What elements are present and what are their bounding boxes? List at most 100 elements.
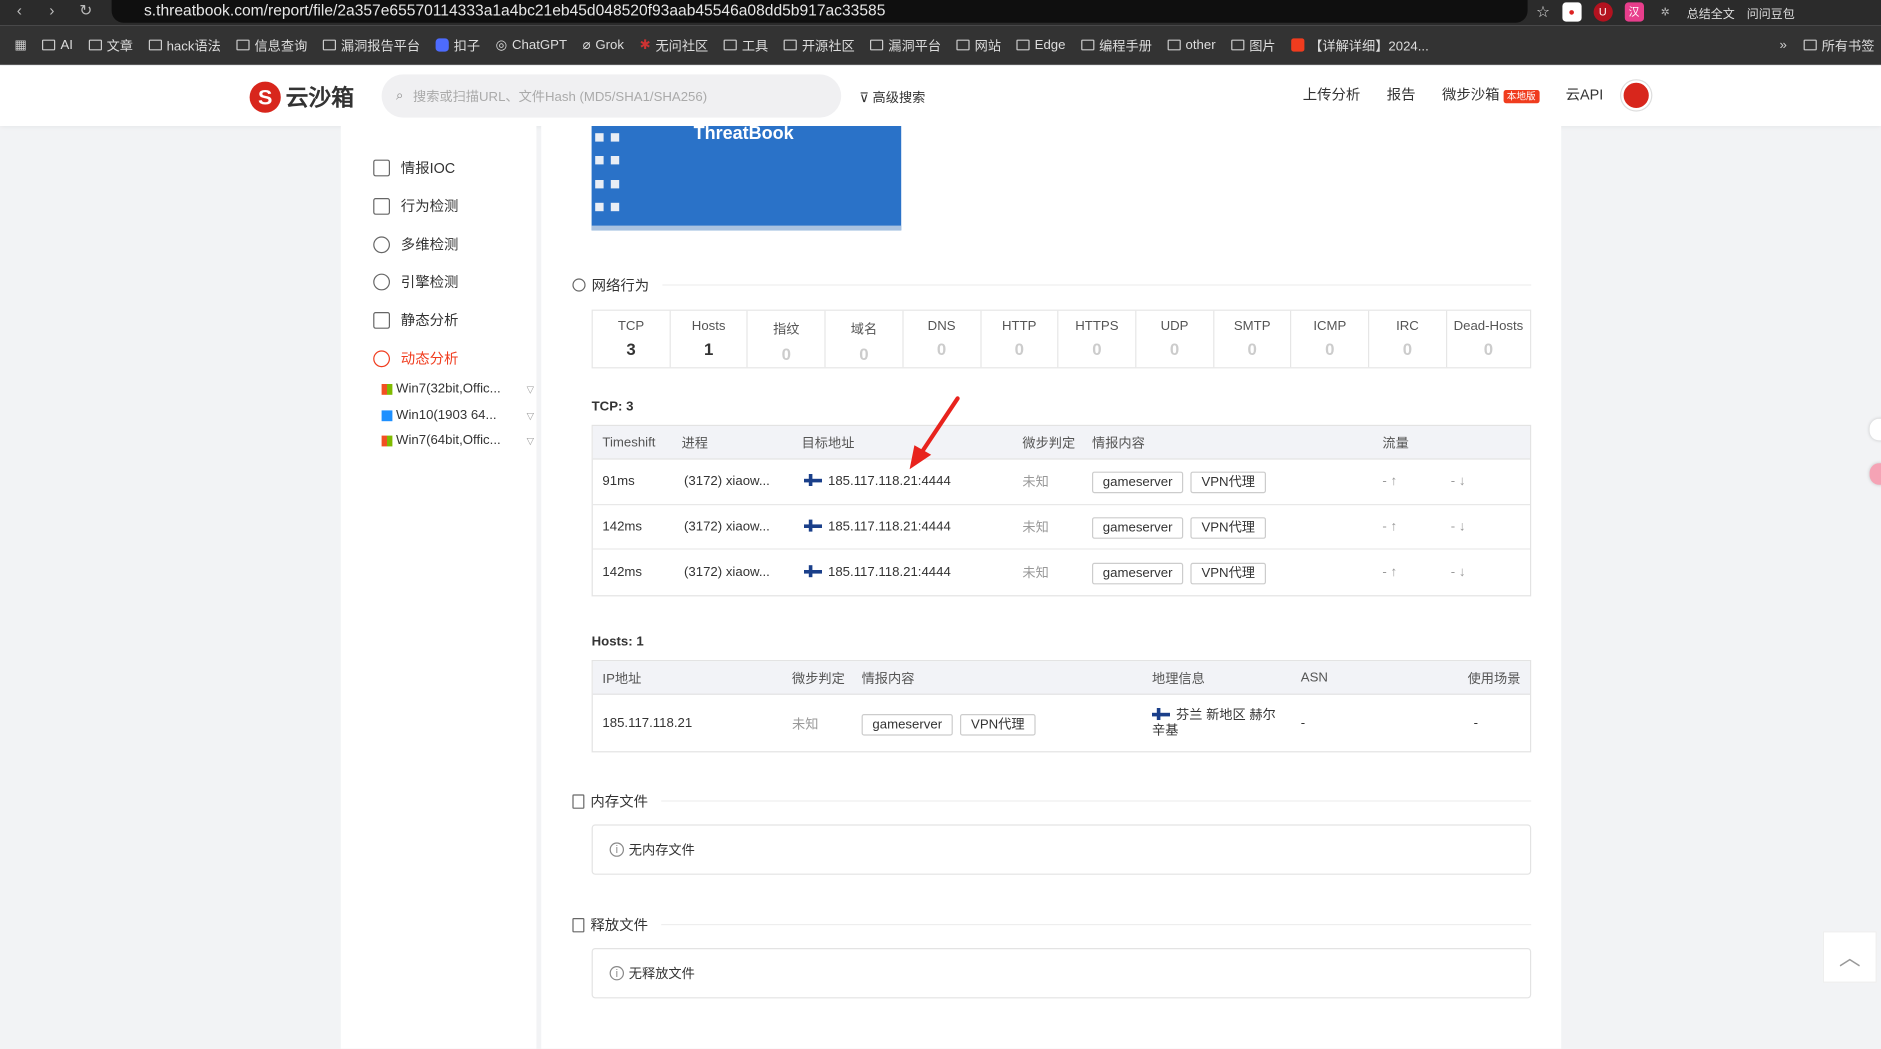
nav-report[interactable]: 报告 xyxy=(1386,86,1416,104)
text: Timeshift xyxy=(602,435,656,450)
dest-address[interactable]: 185.117.118.21:4444 xyxy=(804,519,951,534)
floating-assistant-button[interactable] xyxy=(1869,463,1881,485)
search-input[interactable]: ⌕ 搜索或扫描URL、文件Hash (MD5/SHA1/SHA256) xyxy=(381,74,842,118)
stat-hosts[interactable]: Hosts 1 xyxy=(670,310,749,368)
bookmark-star-icon[interactable]: ☆ xyxy=(1536,2,1550,21)
tag: gameserver xyxy=(1092,562,1184,585)
sandbox-screenshot[interactable]: ThreatBook xyxy=(591,124,902,231)
bookmark[interactable]: 网站 xyxy=(956,35,1001,54)
red-arrow-annotation xyxy=(909,396,960,470)
stat-http[interactable]: HTTP 0 xyxy=(981,310,1059,368)
stat-tcp[interactable]: TCP 3 xyxy=(593,310,671,368)
text: 漏洞报告平台 xyxy=(340,39,421,54)
stat-dns[interactable]: DNS 0 xyxy=(903,310,982,368)
bookmark[interactable]: ⌀ Grok xyxy=(583,37,624,53)
list-icon xyxy=(373,311,391,329)
local-badge: 本地版 xyxy=(1503,90,1540,104)
stat-value: 0 xyxy=(1169,339,1180,359)
sidebar-item-multidim[interactable]: 多维检测 xyxy=(373,234,458,254)
process[interactable]: (3172) xiaow... xyxy=(684,519,770,534)
process[interactable]: (3172) xiaow... xyxy=(684,564,770,580)
bookmark[interactable]: 工具 xyxy=(723,35,769,54)
stat-dead-hosts[interactable]: Dead-Hosts 0 xyxy=(1447,311,1530,367)
table-row: 185.117.118.21 未知 gameserver VPN代理 芬兰 新地… xyxy=(593,695,1530,751)
folder-icon xyxy=(1803,39,1817,51)
nav-upload[interactable]: 上传分析 xyxy=(1302,86,1361,104)
ublock-icon[interactable]: U xyxy=(1593,2,1613,22)
env-item[interactable]: Win7(64bit,Offic... ▽ xyxy=(381,433,534,448)
bookmark[interactable]: 信息查询 xyxy=(236,35,307,54)
ip-link[interactable]: 185.117.118.21 xyxy=(602,715,693,731)
bookmark[interactable]: 漏洞报告平台 xyxy=(322,35,421,54)
stat-icmp[interactable]: ICMP 0 xyxy=(1292,310,1370,368)
windows-icon xyxy=(381,435,393,446)
bookmark[interactable]: AI xyxy=(42,38,73,52)
folder-icon xyxy=(870,39,884,51)
dest-address[interactable]: 185.117.118.21:4444 xyxy=(804,564,951,579)
puzzle-icon[interactable]: ✲ xyxy=(1660,6,1670,18)
apps-icon[interactable]: ▦ xyxy=(14,38,27,53)
bookmark[interactable]: Edge xyxy=(1016,38,1066,52)
globe-icon xyxy=(572,278,586,292)
back-to-top-button[interactable]: ︿ xyxy=(1822,931,1877,983)
sidebar-item-static[interactable]: 静态分析 xyxy=(373,310,458,330)
sidebar-item-behavior[interactable]: 行为检测 xyxy=(373,196,458,216)
bookmark[interactable]: ✱ 无问社区 xyxy=(640,35,709,54)
text: 内存文件 xyxy=(590,793,649,811)
bookmark[interactable]: hack语法 xyxy=(148,35,221,54)
sidebar-item-dynamic[interactable]: 动态分析 xyxy=(373,348,458,368)
avatar[interactable] xyxy=(1621,80,1652,111)
finland-flag-icon xyxy=(804,564,823,577)
stat-https[interactable]: HTTPS 0 xyxy=(1059,310,1137,368)
advanced-search-button[interactable]: ⊽ 高级搜索 xyxy=(859,88,925,107)
process[interactable]: (3172) xiaow... xyxy=(684,474,770,489)
bookmark[interactable]: 图片 xyxy=(1231,35,1276,54)
bookmark[interactable]: other xyxy=(1167,37,1216,53)
text: 无释放文件 xyxy=(628,967,695,982)
translate-icon[interactable]: 汉 xyxy=(1624,2,1644,22)
sidebar-item-ioc[interactable]: 情报IOC xyxy=(373,157,455,177)
csdn-icon xyxy=(1291,38,1305,52)
env-item[interactable]: Win7(32bit,Offic... ▽ xyxy=(381,382,534,396)
bookmark[interactable]: 扣子 xyxy=(435,35,480,54)
back-icon[interactable]: ‹ xyxy=(16,1,23,20)
env-item[interactable]: Win10(1903 64... ▽ xyxy=(381,408,534,422)
verdict: 未知 xyxy=(1022,520,1049,535)
bookmark[interactable]: 【详解详细】2024... xyxy=(1291,35,1429,54)
reload-icon[interactable]: ↻ xyxy=(79,1,93,20)
section-title: 网络行为 xyxy=(591,277,650,294)
bookmark-all[interactable]: 所有书签 xyxy=(1803,35,1874,54)
folder-icon xyxy=(723,39,738,51)
address-bar[interactable]: s.threatbook.com/report/file/2a357e65570… xyxy=(111,0,1528,23)
stat-指纹[interactable]: 指纹 0 xyxy=(748,310,826,368)
bookmark[interactable]: 开源社区 xyxy=(783,35,855,54)
summary-button[interactable]: 总结全文 xyxy=(1686,7,1735,21)
bookmark[interactable]: 文章 xyxy=(88,35,133,54)
nav-sandbox[interactable]: 微步沙箱 本地版 xyxy=(1442,84,1540,104)
dest-address[interactable]: 185.117.118.21:4444 xyxy=(804,474,951,489)
nav-api[interactable]: 云API xyxy=(1565,86,1604,104)
stat-irc[interactable]: IRC 0 xyxy=(1369,310,1447,368)
text: 工具 xyxy=(741,39,769,54)
geo-info: 芬兰 新地区 赫尔 辛基 xyxy=(1152,707,1276,738)
text: 未知 xyxy=(792,717,819,732)
bookmark[interactable]: 漏洞平台 xyxy=(870,35,941,54)
bookmark[interactable]: 编程手册 xyxy=(1081,35,1152,54)
tag: VPN代理 xyxy=(1190,471,1266,494)
text: other xyxy=(1185,37,1216,53)
table-row: 91ms (3172) xiaow... 185.117.118.21:4444… xyxy=(592,460,1530,505)
logo[interactable]: S 云沙箱 xyxy=(249,80,354,113)
doubao-button[interactable]: 问问豆包 xyxy=(1746,7,1795,21)
download-traffic: - ↓ xyxy=(1450,474,1466,489)
sidebar-item-engine[interactable]: 引擎检测 xyxy=(373,271,458,291)
stat-域名[interactable]: 域名 0 xyxy=(826,310,904,368)
floating-tool-button[interactable] xyxy=(1869,418,1881,441)
stat-udp[interactable]: UDP 0 xyxy=(1136,310,1214,368)
stat-smtp[interactable]: SMTP 0 xyxy=(1214,310,1292,368)
section-network: 网络行为 xyxy=(572,275,1532,295)
bookmark[interactable]: ◎ ChatGPT xyxy=(496,37,567,53)
forward-icon[interactable]: › xyxy=(49,1,55,20)
more-bookmarks-icon[interactable]: » xyxy=(1779,37,1787,53)
extension-icon[interactable]: ● xyxy=(1561,2,1582,22)
text: 文章 xyxy=(106,39,133,54)
